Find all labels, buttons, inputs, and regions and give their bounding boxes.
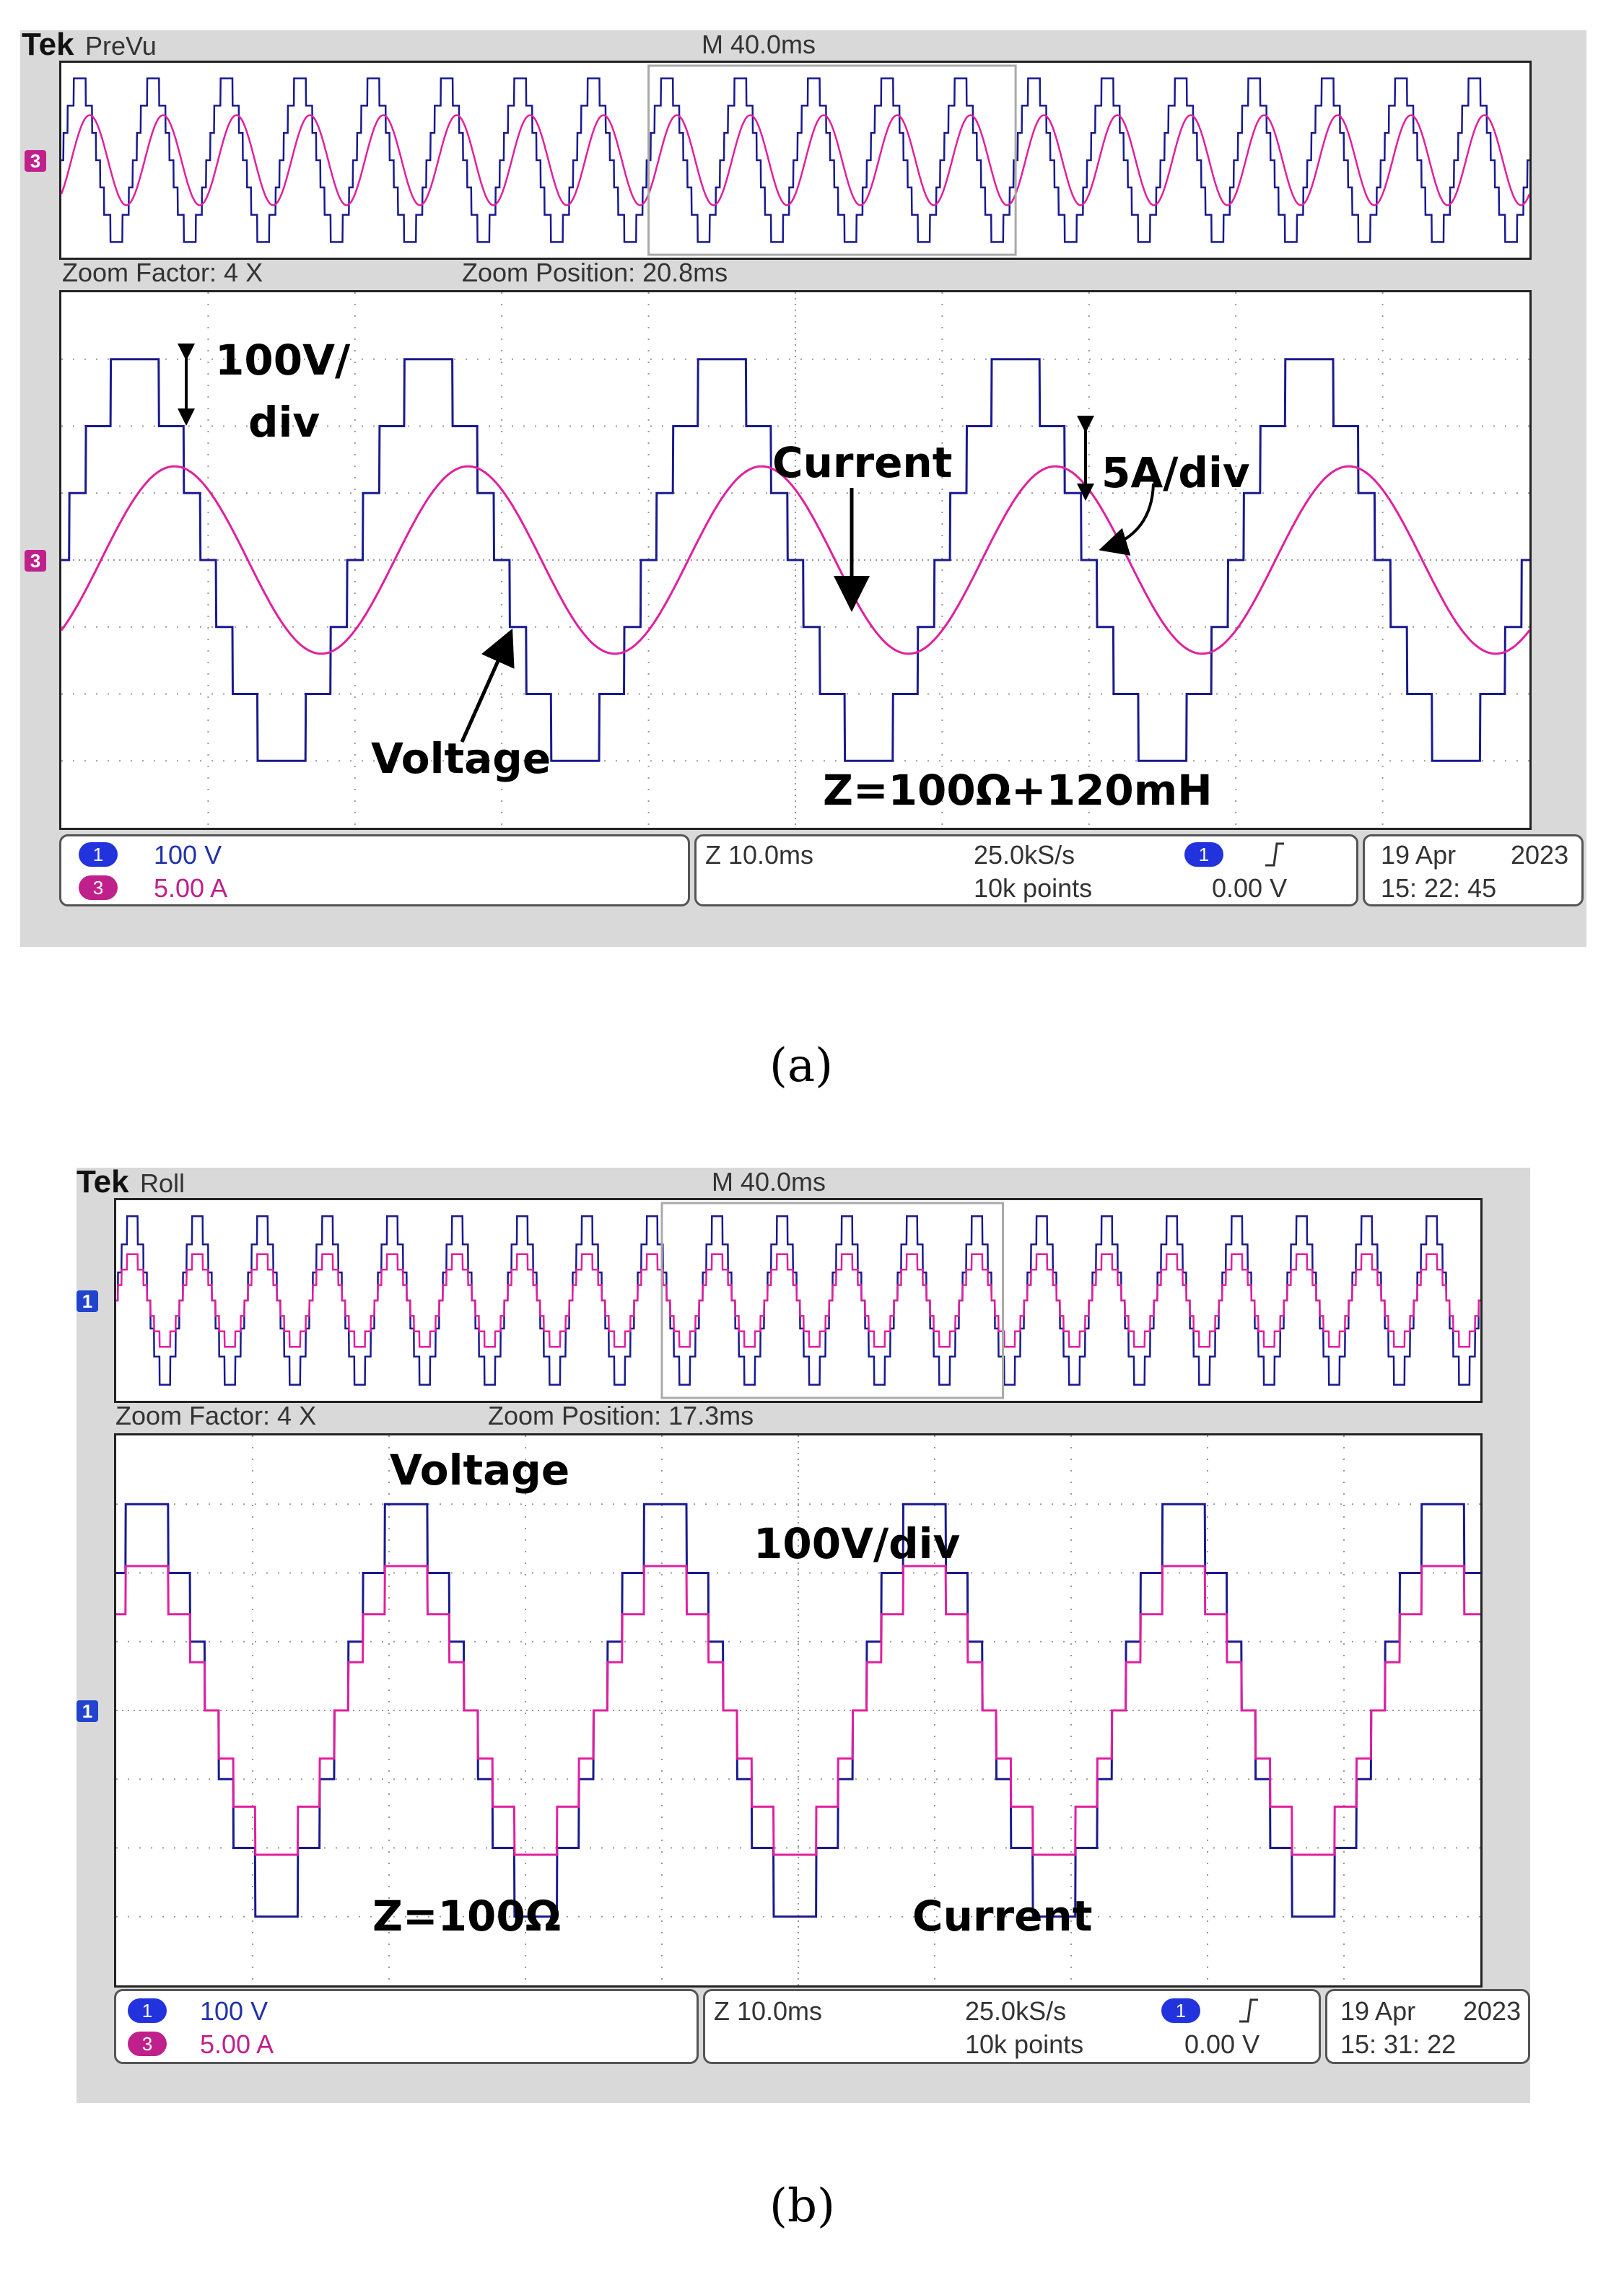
trigger-level: 0.00 V xyxy=(1212,873,1288,903)
channel-scale-box-a: 1 100 V 3 5.00 A xyxy=(59,834,690,906)
overview-screen-b xyxy=(114,1198,1483,1403)
date: 19 Apr xyxy=(1381,840,1457,870)
zoom-window-bracket xyxy=(647,64,1017,256)
year: 2023 xyxy=(1463,1996,1522,2026)
date: 19 Apr xyxy=(1340,1996,1416,2026)
overview-current-trace xyxy=(60,114,1531,206)
voltage-label-b: Voltage xyxy=(390,1446,570,1495)
current-trace xyxy=(116,1565,1480,1856)
datetime-box-b: 19 Apr 2023 15: 31: 22 xyxy=(1325,1989,1530,2064)
overview-traces-a xyxy=(60,64,1531,256)
overview-screen-a xyxy=(59,61,1532,260)
volt-div-label-a-line1: 100V/ xyxy=(215,336,351,385)
zoom-position-a: Zoom Position: 20.8ms xyxy=(462,258,728,287)
rising-edge-icon xyxy=(1265,842,1284,867)
load-label-b: Z=100Ω xyxy=(372,1892,562,1941)
acq-mode-a: PreVu xyxy=(85,31,157,61)
zoom-factor-b: Zoom Factor: 4 X xyxy=(115,1401,317,1430)
ch3-scale: 5.00 A xyxy=(154,873,228,903)
trigger-channel-badge: 1 xyxy=(1161,1998,1200,2023)
zoom-screen-a xyxy=(59,290,1532,830)
channel-3-badge: 3 xyxy=(128,2032,167,2056)
sample-rate: 25.0kS/s xyxy=(965,1996,1067,2026)
record-length: 10k points xyxy=(965,2029,1084,2059)
overview-voltage-trace xyxy=(61,77,1529,243)
rising-edge-icon xyxy=(1239,1998,1258,2023)
current-label-a: Current xyxy=(772,438,953,487)
time: 15: 22: 45 xyxy=(1381,873,1497,903)
time: 15: 31: 22 xyxy=(1340,2029,1457,2059)
zoom-screen-b xyxy=(114,1433,1483,1988)
caption-b: (b) xyxy=(769,2180,835,2233)
trigger-level: 0.00 V xyxy=(1184,2029,1260,2059)
datetime-box-a: 19 Apr 2023 15: 22: 45 xyxy=(1363,834,1584,906)
zoom-factor-a: Zoom Factor: 4 X xyxy=(62,258,263,287)
ch1-scale: 100 V xyxy=(154,840,222,870)
ch1-scale: 100 V xyxy=(200,1996,269,2026)
volt-div-label-b: 100V/div xyxy=(754,1519,961,1568)
acq-mode-b: Roll xyxy=(140,1168,185,1198)
caption-a: (a) xyxy=(769,1039,834,1093)
zoom-traces-b xyxy=(116,1435,1480,1985)
zoom-window-bracket xyxy=(660,1202,1004,1399)
zoom-grid-1 xyxy=(116,1435,1480,1985)
timebase-box-b: Z 10.0ms 25.0kS/s 10k points 1 0.00 V xyxy=(703,1989,1321,2064)
sample-rate: 25.0kS/s xyxy=(974,840,1075,870)
zoom-time: Z 10.0ms xyxy=(705,840,814,870)
volt-div-label-a-line2: div xyxy=(248,398,320,447)
channel-scale-box-b: 1 100 V 3 5.00 A xyxy=(114,1989,699,2064)
channel-1-marker-icon: 1 xyxy=(77,1290,98,1312)
current-label-b: Current xyxy=(912,1892,1093,1941)
voltage-trace xyxy=(61,358,1529,762)
ch3-scale: 5.00 A xyxy=(200,2029,274,2059)
timebase-b: M 40.0ms xyxy=(712,1167,826,1197)
channel-1-marker-icon: 1 xyxy=(77,1700,98,1722)
channel-3-badge: 3 xyxy=(79,875,118,900)
timebase-a: M 40.0ms xyxy=(702,30,816,59)
voltage-label-a: Voltage xyxy=(371,734,551,783)
zoom-traces-a xyxy=(60,292,1531,828)
overview-traces-b xyxy=(116,1202,1480,1399)
brand-logo-b: Tek xyxy=(77,1164,129,1199)
overview-current-trace xyxy=(116,1253,1480,1348)
current-trace xyxy=(60,465,1531,655)
channel-1-badge: 1 xyxy=(128,1998,167,2023)
year: 2023 xyxy=(1511,840,1569,870)
amp-div-label-a: 5A/div xyxy=(1101,448,1250,497)
channel-3-marker-icon: 3 xyxy=(25,150,46,172)
zoom-position-b: Zoom Position: 17.3ms xyxy=(488,1401,754,1430)
channel-1-badge: 1 xyxy=(79,842,118,867)
timebase-box-a: Z 10.0ms 25.0kS/s 10k points 1 0.00 V xyxy=(694,834,1358,906)
brand-logo-a: Tek xyxy=(22,27,74,62)
load-label-a: Z=100Ω+120mH xyxy=(823,766,1213,815)
record-length: 10k points xyxy=(974,873,1093,903)
channel-3-marker-icon: 3 xyxy=(25,550,46,572)
trigger-channel-badge: 1 xyxy=(1184,842,1223,867)
zoom-time: Z 10.0ms xyxy=(714,1996,823,2026)
